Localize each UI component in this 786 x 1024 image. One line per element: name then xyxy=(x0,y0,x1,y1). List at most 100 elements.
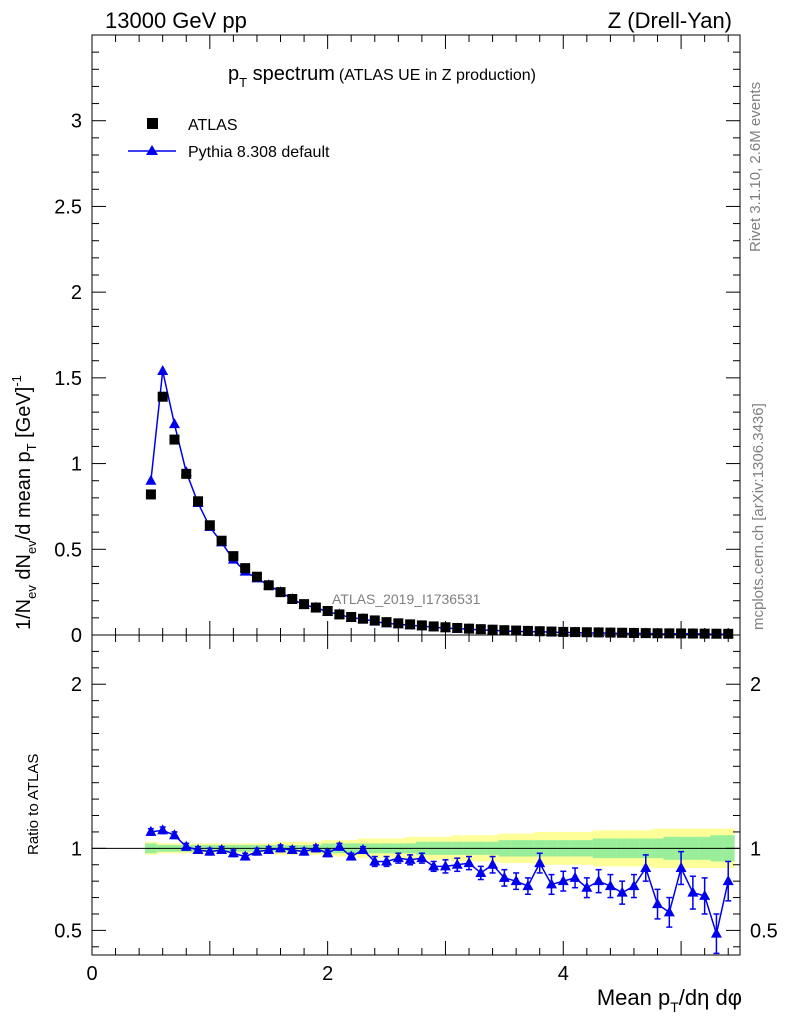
data-point xyxy=(475,624,486,635)
data-point xyxy=(251,571,262,582)
rivet-label: Rivet 3.1.10, 2.6M events xyxy=(747,82,764,252)
data-point xyxy=(216,535,227,546)
x-tick-label: 4 xyxy=(558,963,569,985)
data-point xyxy=(428,621,439,632)
ratio-point xyxy=(522,880,534,891)
ratio-point xyxy=(581,881,593,892)
ratio-point xyxy=(369,855,381,866)
data-point xyxy=(605,627,616,638)
ratio-point xyxy=(628,880,640,891)
data-point xyxy=(240,563,251,574)
main-y-tick-label: 0 xyxy=(71,625,82,647)
data-point xyxy=(534,626,545,637)
header-left: 13000 GeV pp xyxy=(105,8,247,33)
data-point xyxy=(487,624,498,635)
x-tick-label: 0 xyxy=(86,963,97,985)
main-y-tick-label: 2.5 xyxy=(54,196,82,218)
data-point xyxy=(570,627,581,638)
ratio-y-tick-label: 2 xyxy=(71,674,82,696)
mcplots-label: mcplots.cern.ch [arXiv:1306.3436] xyxy=(750,403,767,630)
ratio-point xyxy=(510,875,522,886)
data-point xyxy=(617,627,628,638)
ratio-point xyxy=(357,843,369,854)
ratio-point xyxy=(227,847,239,858)
data-point xyxy=(664,628,675,639)
legend-mc-label: Pythia 8.308 default xyxy=(188,144,330,161)
ratio-point xyxy=(404,853,416,864)
data-point xyxy=(228,551,239,562)
data-point xyxy=(464,623,475,634)
ratio-point xyxy=(640,862,652,873)
axis-ticks xyxy=(91,34,740,955)
data-point xyxy=(287,594,298,604)
data-point xyxy=(628,627,639,638)
ratio-point xyxy=(263,843,275,854)
data-point xyxy=(416,620,427,631)
ratio-point xyxy=(498,871,510,882)
data-point xyxy=(381,617,392,628)
data-point xyxy=(204,520,215,531)
ratio-y-tick-label-right: 0.5 xyxy=(750,920,778,942)
ratio-point xyxy=(428,860,440,871)
ratio-point xyxy=(687,886,699,897)
data-point xyxy=(711,628,722,639)
ratio-point xyxy=(451,858,463,869)
main-y-tick-label: 0.5 xyxy=(54,539,82,561)
ratio-point xyxy=(616,886,628,897)
data-point xyxy=(440,622,451,633)
ratio-point xyxy=(569,871,581,882)
ratio-point xyxy=(275,842,287,853)
data-point xyxy=(652,628,663,639)
data-point xyxy=(676,628,687,639)
ratio-point xyxy=(710,927,722,938)
data-point xyxy=(546,626,557,637)
ratio-point xyxy=(322,847,334,858)
ratio-point xyxy=(439,860,451,871)
ratio-point xyxy=(545,878,557,889)
ratio-point xyxy=(168,829,180,840)
ratio-point xyxy=(675,862,687,873)
data-point xyxy=(558,626,569,637)
ratio-mc-series xyxy=(145,824,734,955)
data-point xyxy=(275,587,286,598)
x-tick-label: 2 xyxy=(322,963,333,985)
data-point xyxy=(334,609,345,620)
legend-mc-marker xyxy=(146,145,158,155)
x-axis-label: Mean pT/dη dφ xyxy=(597,985,742,1015)
ratio-point xyxy=(333,840,345,851)
main-y-axis-label: 1/Nev dNev/d mean pT [GeV]-1 xyxy=(9,375,39,630)
tick-labels: 0 2 400.511.522.530.5 0.51 12 2 xyxy=(54,111,778,985)
ratio-point xyxy=(298,845,310,856)
ratio-panel-frame xyxy=(91,634,741,956)
data-point xyxy=(346,612,357,622)
data-point xyxy=(581,627,592,638)
ratio-point xyxy=(663,906,675,917)
data-point xyxy=(699,628,710,639)
data-point xyxy=(723,628,734,639)
ratio-point xyxy=(381,855,393,866)
main-y-tick-label: 2 xyxy=(71,282,82,304)
mc-point xyxy=(145,474,157,485)
data-point xyxy=(499,625,510,636)
ratio-point xyxy=(475,866,487,877)
ratio-point xyxy=(192,843,204,854)
data-point xyxy=(181,468,192,479)
data-point xyxy=(263,580,274,591)
data-point xyxy=(452,622,463,633)
main-y-tick-label: 1.5 xyxy=(54,368,82,390)
data-point xyxy=(405,619,416,630)
data-point xyxy=(593,627,604,638)
data-point xyxy=(145,489,156,500)
data-point xyxy=(640,628,651,639)
ratio-point xyxy=(204,845,216,856)
ratio-point xyxy=(463,857,475,868)
analysis-id: ATLAS_2019_I1736531 xyxy=(332,591,481,607)
ratio-point xyxy=(652,898,664,909)
data-point xyxy=(322,606,333,616)
ratio-point xyxy=(286,843,298,854)
ratio-point xyxy=(699,889,711,900)
main-y-tick-label: 3 xyxy=(71,111,82,133)
ratio-point xyxy=(216,843,228,854)
ratio-point xyxy=(604,880,616,891)
